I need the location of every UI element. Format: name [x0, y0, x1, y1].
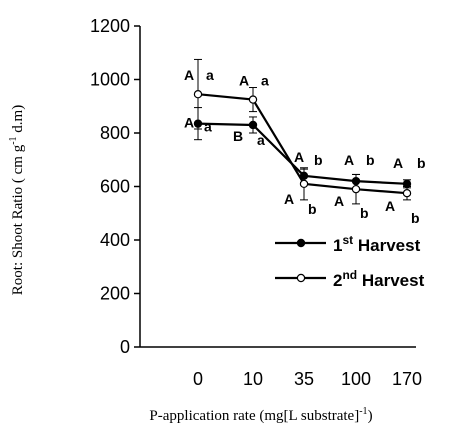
sig-label-lower: b	[308, 201, 317, 217]
data-point	[299, 179, 309, 189]
y-axis-label: Root: Shoot Ratio ( cm g-1 d.m)	[8, 105, 26, 295]
y-tick-label: 800	[100, 123, 130, 143]
x-axis-ticks: 0 10 35 100 170	[193, 369, 422, 389]
x-tick-label: 100	[341, 369, 371, 389]
x-tick-label: 35	[294, 369, 314, 389]
sig-label-lower: a	[257, 132, 265, 148]
sig-label-upper: A	[393, 155, 403, 171]
sig-label-upper: A	[344, 152, 354, 168]
x-tick-label: 0	[193, 369, 203, 389]
x-tick-label: 170	[392, 369, 422, 389]
sig-label-lower: b	[366, 152, 375, 168]
x-tick-label: 10	[243, 369, 263, 389]
sig-label-lower: b	[417, 155, 426, 171]
y-tick-label: 1200	[90, 16, 130, 36]
sig-label-lower: b	[411, 210, 420, 226]
legend-marker-1	[296, 238, 306, 248]
legend-label-1: 1st Harvest	[333, 233, 421, 255]
legend-label-2: 2nd Harvest	[333, 268, 425, 290]
x-axis-label: P-application rate (mg[L substrate]-1)	[149, 406, 372, 424]
y-tick-label: 400	[100, 230, 130, 250]
sig-label-upper: A	[294, 149, 304, 165]
series-group	[193, 58, 412, 205]
y-tick-label: 200	[100, 284, 130, 304]
data-point	[402, 188, 412, 198]
sig-label-upper: B	[233, 128, 243, 144]
sig-label-upper: A	[184, 67, 194, 83]
data-point	[351, 184, 361, 194]
sig-label-lower: a	[204, 119, 212, 135]
y-tick-label: 1000	[90, 70, 130, 90]
sig-label-upper: A	[239, 73, 249, 89]
data-point	[248, 120, 258, 130]
sig-label-upper: A	[184, 115, 194, 131]
axes	[139, 26, 416, 348]
y-tick-label: 600	[100, 177, 130, 197]
sig-label-lower: a	[261, 73, 269, 89]
data-point	[248, 95, 258, 104]
sig-label-lower: b	[314, 152, 323, 168]
sig-label-upper: A	[334, 193, 344, 209]
data-point	[193, 90, 203, 99]
y-tick-label: 0	[120, 337, 130, 357]
sig-label-upper: A	[284, 191, 294, 207]
sig-label-upper: A	[385, 198, 395, 214]
sig-label-lower: b	[360, 205, 369, 221]
sig-label-lower: a	[206, 67, 214, 83]
legend-marker-2	[296, 273, 306, 283]
y-axis-ticks: 0 200 400 600 800 1000 1200	[90, 16, 140, 357]
legend: 1st Harvest 2nd Harvest	[275, 233, 425, 290]
